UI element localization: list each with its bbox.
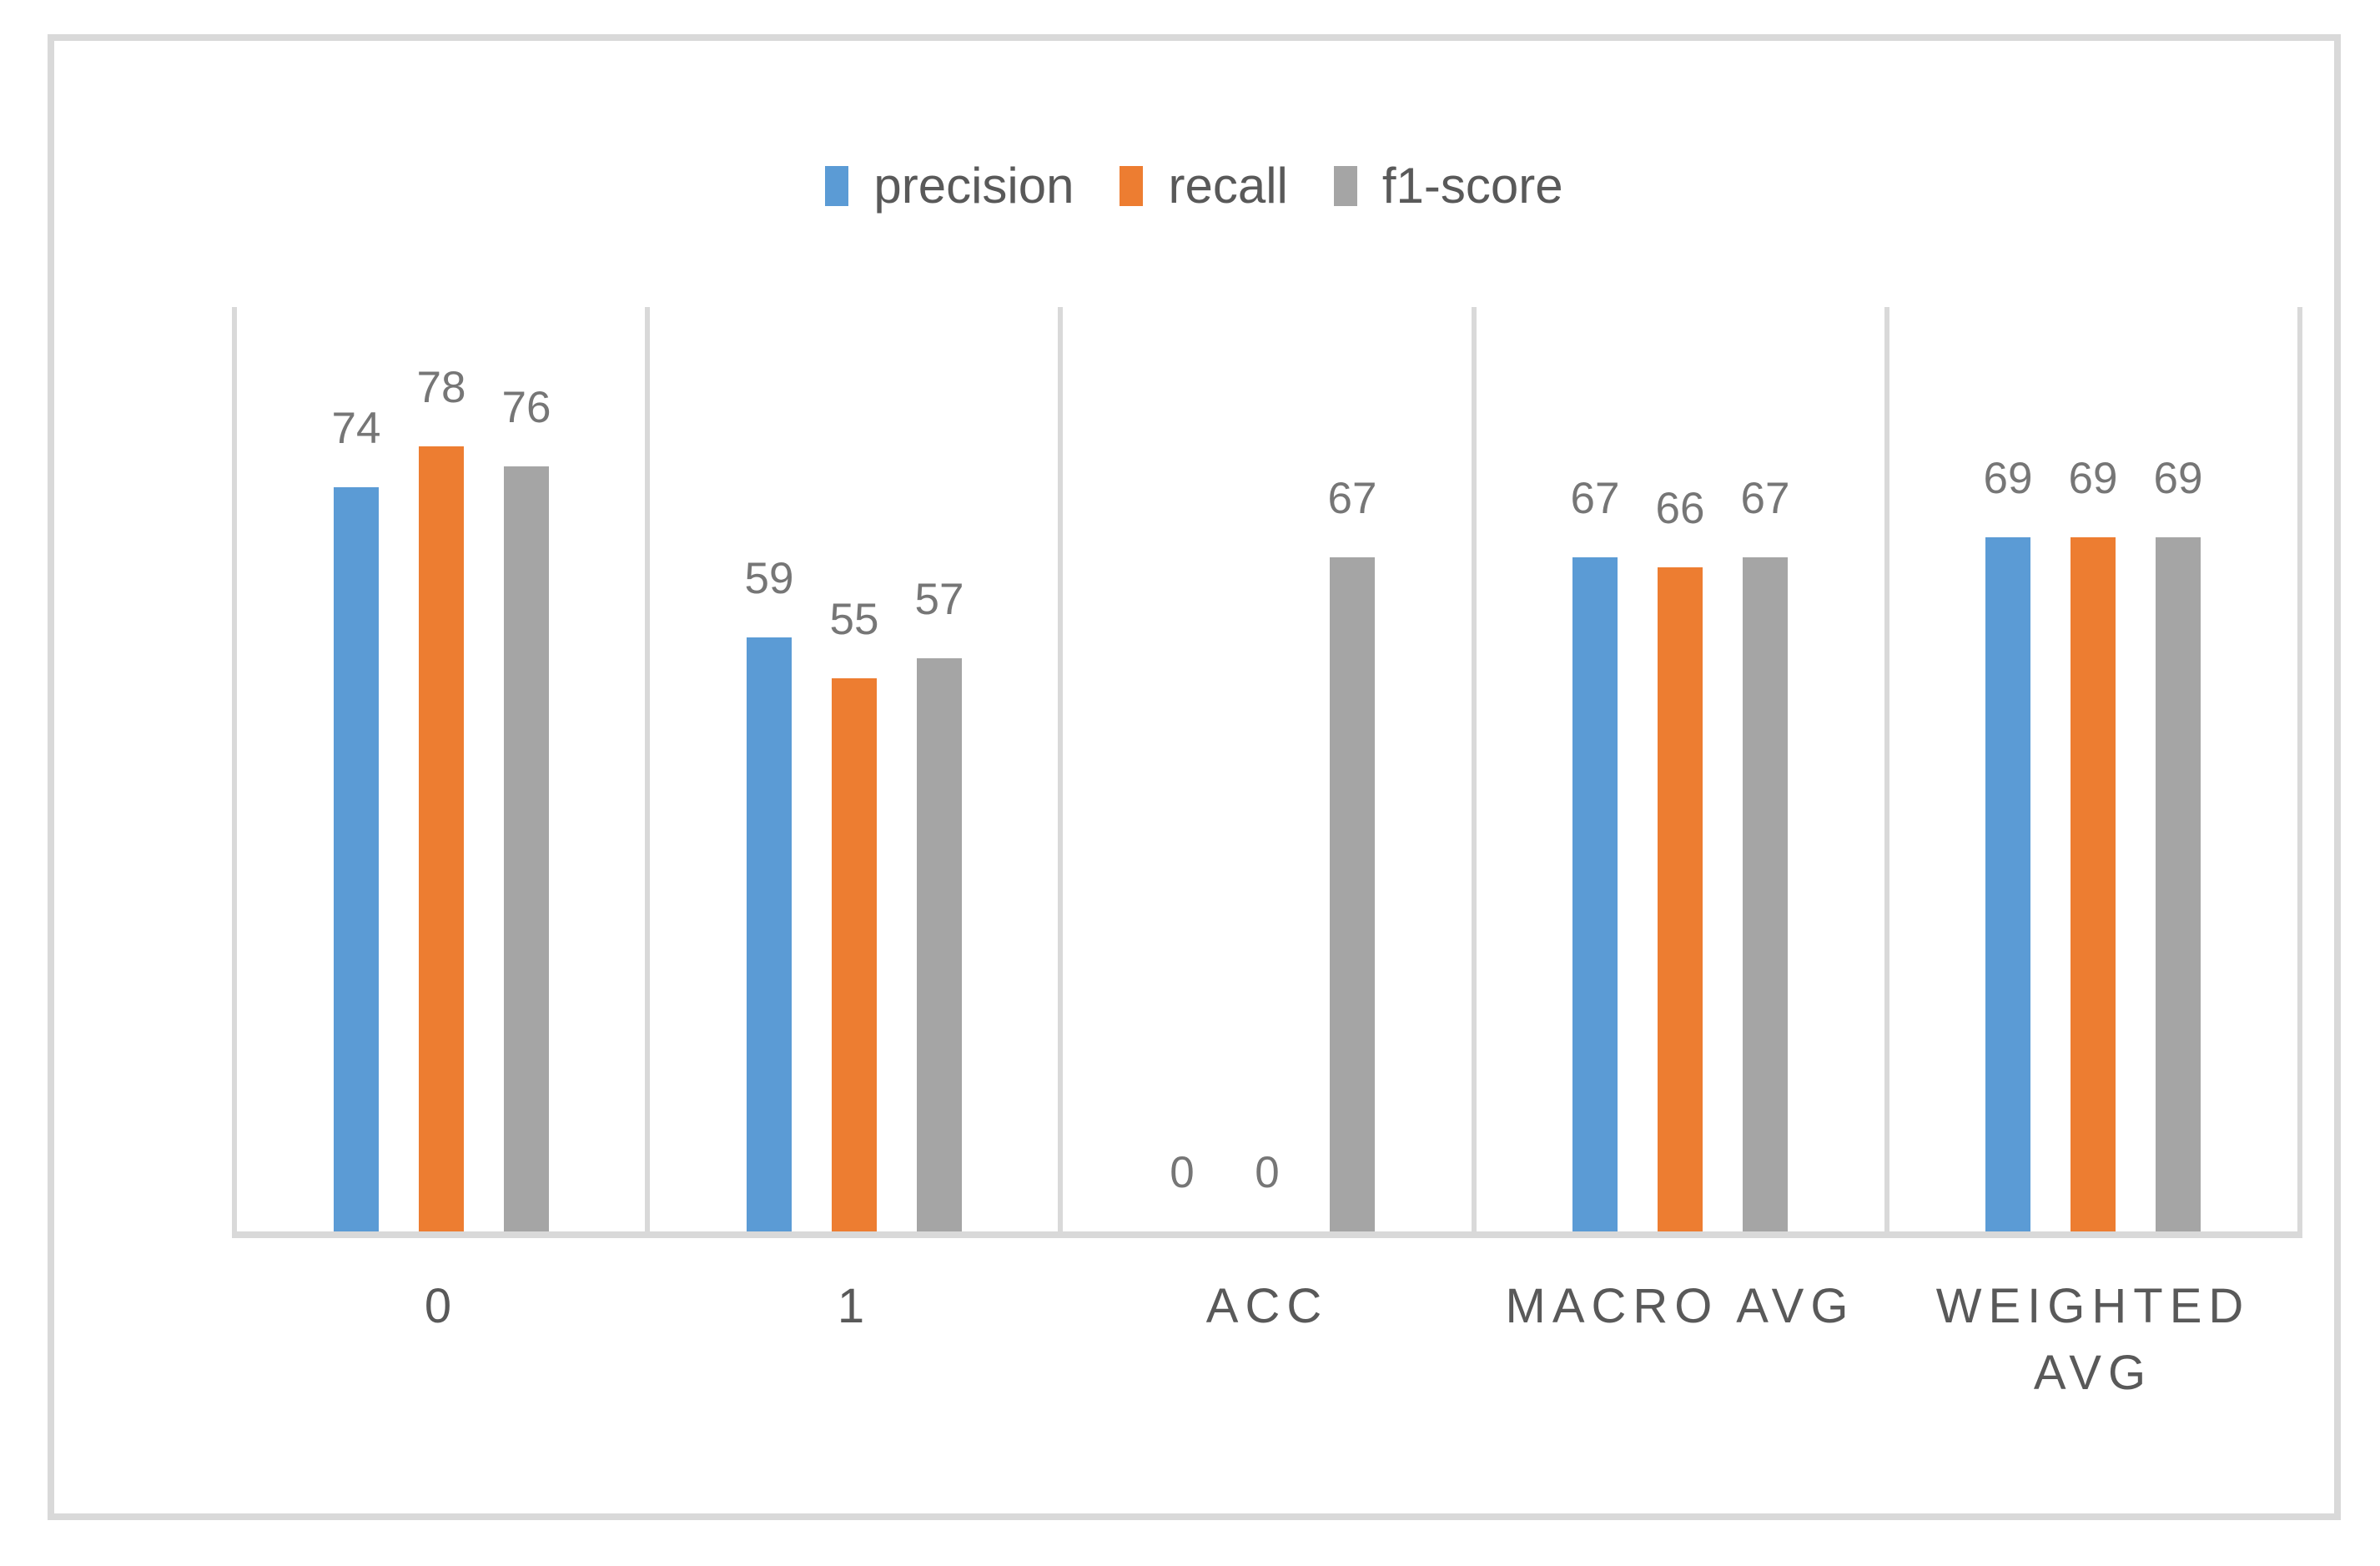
recall-bar [1658, 567, 1703, 1231]
bar-value-label: 76 [501, 383, 551, 432]
bar-value-label: 0 [1255, 1148, 1280, 1197]
x-axis-label: MACRO AVG [1505, 1279, 1855, 1333]
bar-value-label: 55 [829, 595, 879, 644]
vertical-gridline [1884, 307, 1889, 1238]
legend-swatch-icon [825, 166, 849, 206]
f1-score-bar [1330, 557, 1375, 1231]
recall-bar [832, 678, 877, 1231]
vertical-gridline [1058, 307, 1063, 1238]
bar-value-label: 78 [416, 363, 466, 412]
legend-swatch-icon [1333, 166, 1357, 206]
bar-value-label: 69 [1983, 454, 2033, 503]
x-axis-label: WEIGHTED AVG [1935, 1279, 2251, 1400]
bar-value-label: 69 [2153, 454, 2203, 503]
precision-bar [334, 487, 379, 1231]
bar-value-label: 74 [331, 404, 381, 453]
legend-label: recall [1168, 158, 1288, 214]
f1-score-bar [917, 658, 962, 1231]
recall-bar [2071, 537, 2116, 1231]
bar-value-label: 67 [1740, 474, 1790, 523]
bar-value-label: 57 [914, 575, 964, 624]
bar-value-label: 67 [1570, 474, 1620, 523]
x-axis-label: 0 [424, 1279, 459, 1333]
vertical-gridline [2297, 307, 2302, 1238]
bar-value-label: 59 [744, 554, 794, 603]
legend-swatch-icon [1120, 166, 1144, 206]
f1-score-bar [2156, 537, 2201, 1231]
x-axis-label: ACC [1205, 1279, 1329, 1333]
vertical-gridline [232, 307, 237, 1238]
precision-bar [1985, 537, 2030, 1231]
legend: precision recall f1-score [54, 161, 2334, 211]
vertical-gridline [645, 307, 650, 1238]
legend-item-precision: precision [825, 161, 1074, 211]
f1-score-bar [1743, 557, 1788, 1231]
x-axis-label: 1 [837, 1279, 872, 1333]
chart-frame: precision recall f1-score 74 78 76 0 59 55 57 1 0 0… [48, 34, 2341, 1520]
bar-value-label: 69 [2068, 454, 2118, 503]
legend-label: precision [873, 158, 1074, 214]
vertical-gridline [1472, 307, 1477, 1238]
legend-item-f1-score: f1-score [1333, 158, 1563, 214]
precision-bar [747, 637, 792, 1231]
x-axis-line [234, 1231, 2300, 1238]
bar-value-label: 0 [1170, 1148, 1195, 1197]
recall-bar [419, 446, 464, 1231]
bar-value-label: 67 [1327, 474, 1377, 523]
legend-label: f1-score [1381, 158, 1563, 214]
bar-value-label: 66 [1655, 484, 1705, 533]
legend-item-recall: recall [1120, 158, 1288, 214]
precision-bar [1572, 557, 1618, 1231]
f1-score-bar [504, 466, 549, 1231]
